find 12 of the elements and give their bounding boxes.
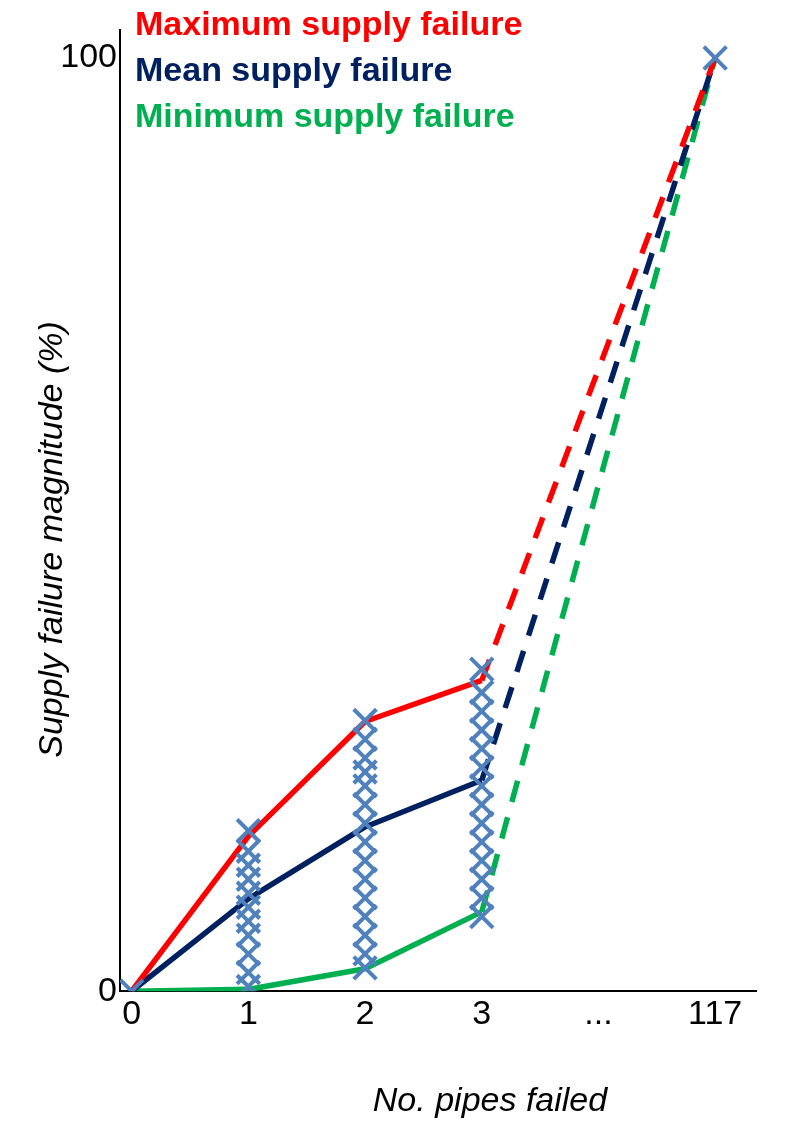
- text: Minimum supply failure: [135, 95, 516, 136]
- x-tick-label: 1: [238, 992, 258, 1031]
- text: Maximum supply failure: [135, 3, 523, 44]
- y-axis-title: Supply failure magnitude (%): [30, 320, 70, 760]
- x-tick-label: 3: [472, 992, 492, 1031]
- x-tick-label: 0: [122, 992, 142, 1031]
- x-tick-label: 117: [688, 992, 743, 1031]
- x-tick-label: 2: [355, 992, 375, 1031]
- y-tick-label: 100: [60, 36, 117, 75]
- x-axis-title: No. pipes failed: [371, 1080, 609, 1119]
- text: Mean supply failure: [135, 49, 454, 90]
- x-tick-label: ...: [584, 992, 613, 1031]
